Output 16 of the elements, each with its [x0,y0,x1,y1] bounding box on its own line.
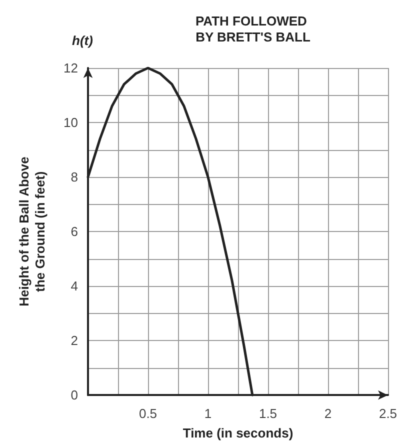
y-tick-label: 4 [70,278,78,294]
x-tick-label: 2 [324,406,332,422]
x-tick-label: 1 [204,406,212,422]
x-tick-label: 2.5 [378,406,398,422]
y-tick-label: 12 [64,60,78,76]
y-tick-label: 2 [70,333,78,348]
y-tick-label: 0 [70,388,78,403]
y-axis-title: Height of the Ball Above the Ground (in feet) [16,156,48,306]
y-tick-label: 6 [70,224,78,240]
text: h(t) [72,33,93,48]
y-tick-label: 10 [64,115,78,130]
x-tick-label: 1.5 [258,406,278,422]
x-axis-title: Time (in seconds) [182,426,294,440]
chart-title: PATH FOLLOWED BY BRETT'S BALL [195,14,311,44]
x-tick-label: 0.5 [138,406,158,422]
y-tick-label: 8 [70,170,78,185]
